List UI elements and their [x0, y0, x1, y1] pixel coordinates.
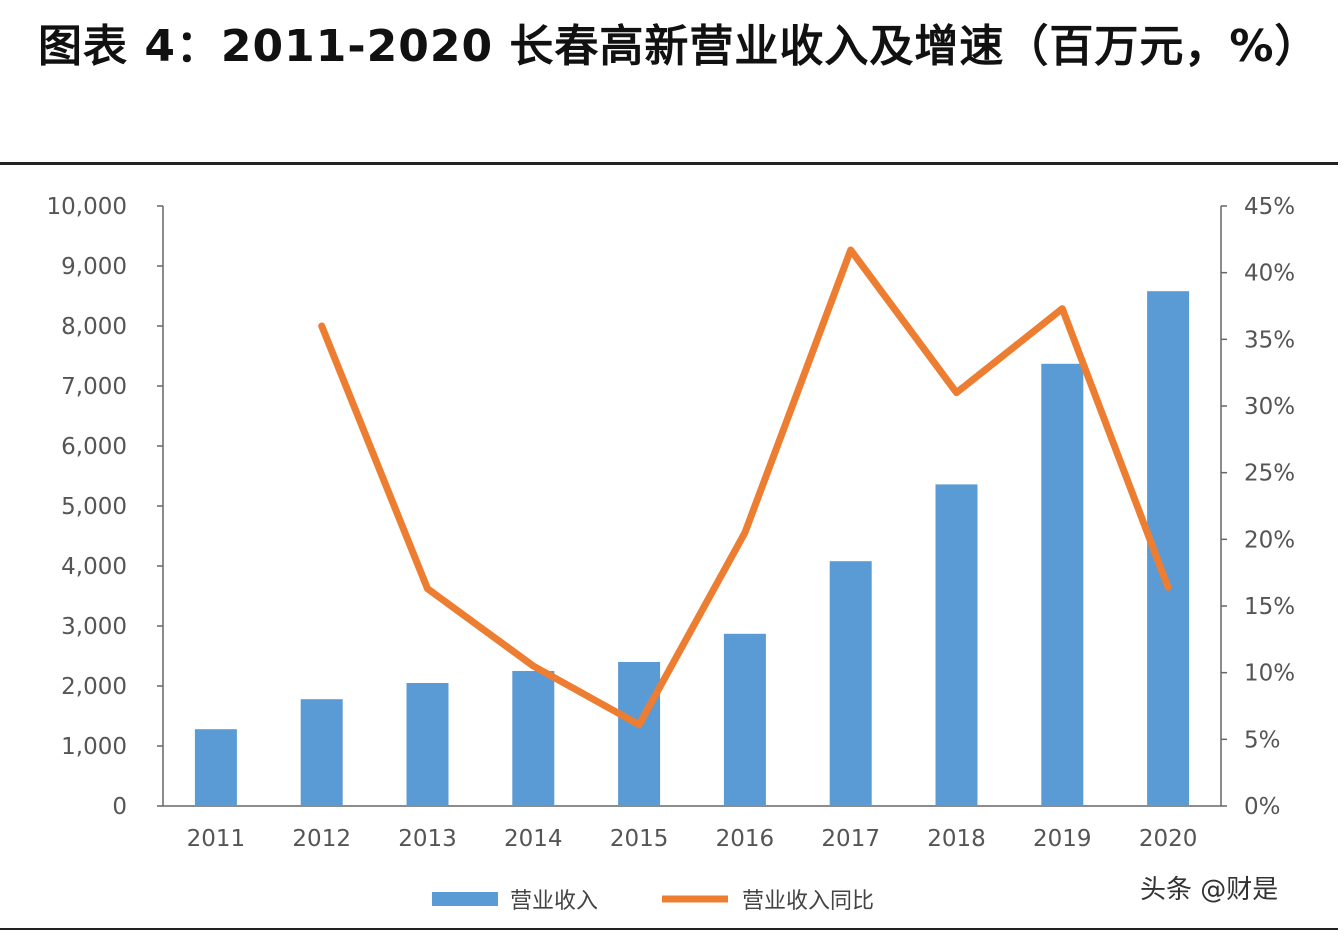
bar	[723, 633, 766, 806]
x-tick-label: 2012	[292, 826, 351, 852]
right-tick-label: 20%	[1244, 527, 1295, 553]
right-tick-label: 35%	[1244, 327, 1295, 353]
right-tick-label: 40%	[1244, 261, 1295, 287]
right-tick-label: 10%	[1244, 661, 1295, 687]
bar	[935, 484, 978, 806]
watermark: 头条 @财是	[1140, 875, 1278, 905]
left-tick-label: 9,000	[61, 254, 127, 280]
left-tick-label: 0	[112, 794, 127, 820]
left-tick-label: 3,000	[61, 614, 127, 640]
bar	[194, 729, 237, 806]
legend-label-line: 营业收入同比	[742, 889, 874, 914]
line-series	[318, 246, 1172, 729]
bar	[829, 561, 872, 806]
x-tick-label: 2011	[187, 826, 246, 852]
x-tick-label: 2020	[1139, 826, 1198, 852]
left-tick-label: 8,000	[61, 314, 127, 340]
bar	[1041, 363, 1084, 806]
legend-label-bar: 营业收入	[510, 889, 598, 914]
bar	[512, 671, 555, 806]
right-tick-label: 0%	[1244, 794, 1281, 820]
left-tick-label: 10,000	[47, 194, 127, 220]
x-tick-label: 2018	[927, 826, 986, 852]
x-tick-label: 2015	[610, 826, 669, 852]
bar-series	[194, 291, 1190, 806]
bar	[406, 683, 449, 806]
left-tick-label: 5,000	[61, 494, 127, 520]
legend-swatch-bar	[432, 892, 498, 906]
legend: 营业收入 营业收入同比	[432, 889, 874, 914]
x-tick-label: 2014	[504, 826, 563, 852]
bar	[618, 662, 661, 806]
right-tick-label: 30%	[1244, 394, 1295, 420]
x-tick-label: 2013	[398, 826, 457, 852]
left-tick-label: 4,000	[61, 554, 127, 580]
left-tick-label: 1,000	[61, 734, 127, 760]
x-tick-label: 2019	[1033, 826, 1092, 852]
bottom-divider	[0, 928, 1338, 930]
left-tick-label: 2,000	[61, 674, 127, 700]
left-tick-label: 7,000	[61, 374, 127, 400]
chart-title: 图表 4：2011-2020 长春高新营业收入及增速（百万元，%）	[38, 21, 1320, 72]
right-tick-label: 5%	[1244, 727, 1281, 753]
title-divider	[0, 162, 1338, 165]
x-tick-label: 2016	[716, 826, 775, 852]
x-tick-label: 2017	[821, 826, 880, 852]
right-tick-label: 15%	[1244, 594, 1295, 620]
axes: 0 1,000 2,000 3,000 4,000 5,000 6,000 7,000 8,00…	[47, 194, 1296, 852]
left-tick-label: 6,000	[61, 434, 127, 460]
right-tick-label: 25%	[1244, 461, 1295, 487]
right-tick-label: 45%	[1244, 194, 1295, 220]
bar	[300, 699, 343, 806]
